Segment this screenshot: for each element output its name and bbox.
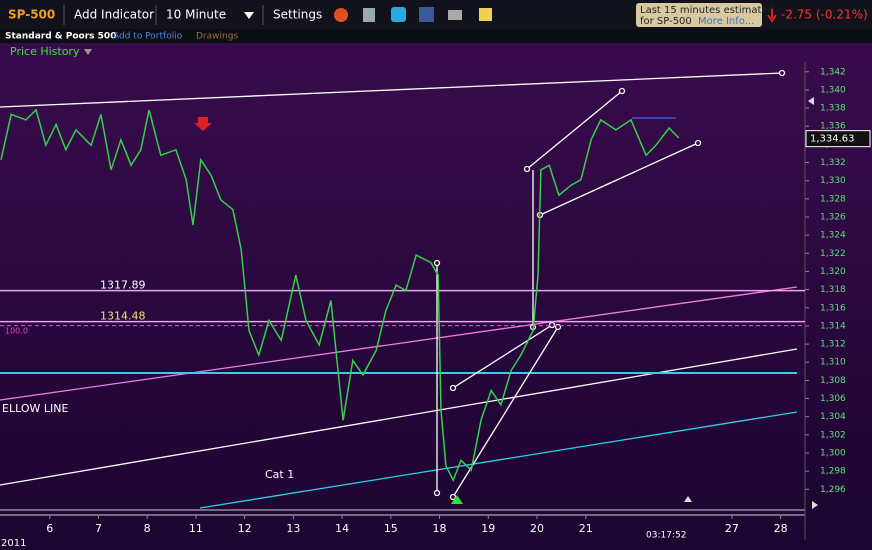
info-row bbox=[0, 29, 872, 43]
dropdown-arrow[interactable] bbox=[84, 49, 92, 55]
y-tick-label: 1,306 bbox=[820, 394, 846, 404]
handle[interactable] bbox=[433, 489, 441, 497]
y-tick-label: 1,326 bbox=[820, 213, 846, 223]
y-tick-label: 1,318 bbox=[820, 285, 846, 295]
x-tick-label: 6 bbox=[46, 522, 53, 535]
note-icon[interactable] bbox=[479, 8, 492, 21]
last-price-box bbox=[805, 130, 871, 148]
y-tick-label: 1,336 bbox=[820, 122, 846, 132]
x-tick-label: 14 bbox=[335, 522, 349, 535]
x-tick-label: 12 bbox=[238, 522, 252, 535]
y-tick-label: 1,312 bbox=[820, 340, 846, 350]
trend-line bbox=[526, 90, 623, 170]
x-tick-label: 20 bbox=[530, 522, 544, 535]
x-tick-label: 7 bbox=[95, 522, 102, 535]
y-tick-label: 1,300 bbox=[820, 449, 846, 459]
buy-arrow bbox=[451, 495, 463, 504]
y-tick-label: 1,328 bbox=[820, 194, 846, 204]
trend-line bbox=[0, 348, 798, 486]
annotation: Cat 1 bbox=[265, 468, 294, 481]
x-tick-label: 8 bbox=[144, 522, 151, 535]
y-tick-label: 1,322 bbox=[820, 249, 846, 259]
handle[interactable] bbox=[433, 259, 441, 267]
sell-arrow bbox=[194, 117, 212, 131]
time-label: 03:17:52 bbox=[646, 531, 686, 541]
more-info[interactable]: More Info... bbox=[698, 16, 754, 27]
notice-box bbox=[636, 3, 762, 27]
y-tick-label: 1,308 bbox=[820, 376, 846, 386]
handle[interactable] bbox=[618, 87, 626, 95]
level-label: 1317.89 bbox=[100, 279, 146, 292]
down-arrow bbox=[767, 9, 777, 23]
x-tick-label: 18 bbox=[433, 522, 447, 535]
y-tick-label: 1,320 bbox=[820, 267, 846, 277]
x-tick-label: 13 bbox=[286, 522, 300, 535]
dropdown-arrow[interactable] bbox=[244, 12, 254, 19]
settings[interactable]: Settings bbox=[273, 8, 322, 22]
x-tick-label: 27 bbox=[725, 522, 739, 535]
list-icon[interactable] bbox=[363, 8, 375, 22]
drawings[interactable]: Drawings bbox=[196, 32, 238, 42]
handles bbox=[433, 69, 786, 501]
interval-select[interactable]: 10 Minute bbox=[166, 8, 226, 22]
y-tick-label: 1,324 bbox=[820, 231, 846, 241]
x-tick-label: 15 bbox=[384, 522, 398, 535]
y-tick-label: 1,338 bbox=[820, 104, 846, 114]
y-tick-label: 1,302 bbox=[820, 430, 846, 440]
handle[interactable] bbox=[523, 165, 531, 173]
x-tick-label: 11 bbox=[189, 522, 203, 535]
trend-line bbox=[452, 324, 553, 389]
add-indicator[interactable]: Add Indicator bbox=[74, 8, 154, 22]
camera-icon[interactable] bbox=[448, 10, 462, 20]
y-tick-label: 1,304 bbox=[820, 412, 846, 422]
handle[interactable] bbox=[778, 69, 786, 77]
year-label: 2011 bbox=[1, 538, 26, 549]
annotation: ELLOW LINE bbox=[2, 402, 68, 415]
facebook-icon[interactable] bbox=[419, 7, 434, 22]
y-tick-label: 1,340 bbox=[820, 85, 846, 95]
x-tick-label: 28 bbox=[774, 522, 788, 535]
level-label: 1314.48 bbox=[100, 310, 146, 323]
trend-line bbox=[0, 72, 783, 108]
notice: for SP-500 bbox=[640, 16, 692, 27]
change: -2.75 (-0.21%) bbox=[781, 8, 868, 22]
x-tick-label: 21 bbox=[579, 522, 593, 535]
y-tick-label: 1,316 bbox=[820, 303, 846, 313]
trend-line bbox=[539, 142, 699, 216]
trend-line bbox=[199, 411, 798, 509]
handle[interactable] bbox=[694, 139, 702, 147]
price-line bbox=[0, 108, 680, 483]
y-tick-label: 1,314 bbox=[820, 321, 846, 331]
y-tick-label: 1,342 bbox=[820, 67, 846, 77]
symbol[interactable]: SP-500 bbox=[8, 8, 55, 22]
last-price-label: 1,334.63 bbox=[810, 134, 855, 145]
fib-label: 100.0 bbox=[5, 327, 28, 336]
alarm-icon[interactable] bbox=[334, 8, 348, 22]
scroll-marker[interactable] bbox=[812, 501, 818, 509]
trend-line bbox=[0, 286, 798, 401]
name: Standard & Poors 500 bbox=[5, 32, 116, 42]
price-history[interactable]: Price History bbox=[10, 45, 80, 58]
scroll-marker[interactable] bbox=[808, 97, 814, 105]
y-tick-label: 1,332 bbox=[820, 158, 846, 168]
y-tick-label: 1,310 bbox=[820, 358, 846, 368]
handle[interactable] bbox=[449, 493, 457, 501]
y-tick-label: 1,296 bbox=[820, 485, 846, 495]
notice: Last 15 minutes estimated bbox=[640, 5, 774, 16]
add-to-portfolio[interactable]: Add to Portfolio bbox=[113, 32, 183, 42]
x-tick-label: 19 bbox=[481, 522, 495, 535]
y-tick-label: 1,330 bbox=[820, 176, 846, 186]
marker bbox=[684, 496, 692, 502]
twitter-icon[interactable] bbox=[391, 7, 406, 22]
handle[interactable] bbox=[548, 321, 556, 329]
handle[interactable] bbox=[449, 384, 457, 392]
y-tick-label: 1,298 bbox=[820, 467, 846, 477]
